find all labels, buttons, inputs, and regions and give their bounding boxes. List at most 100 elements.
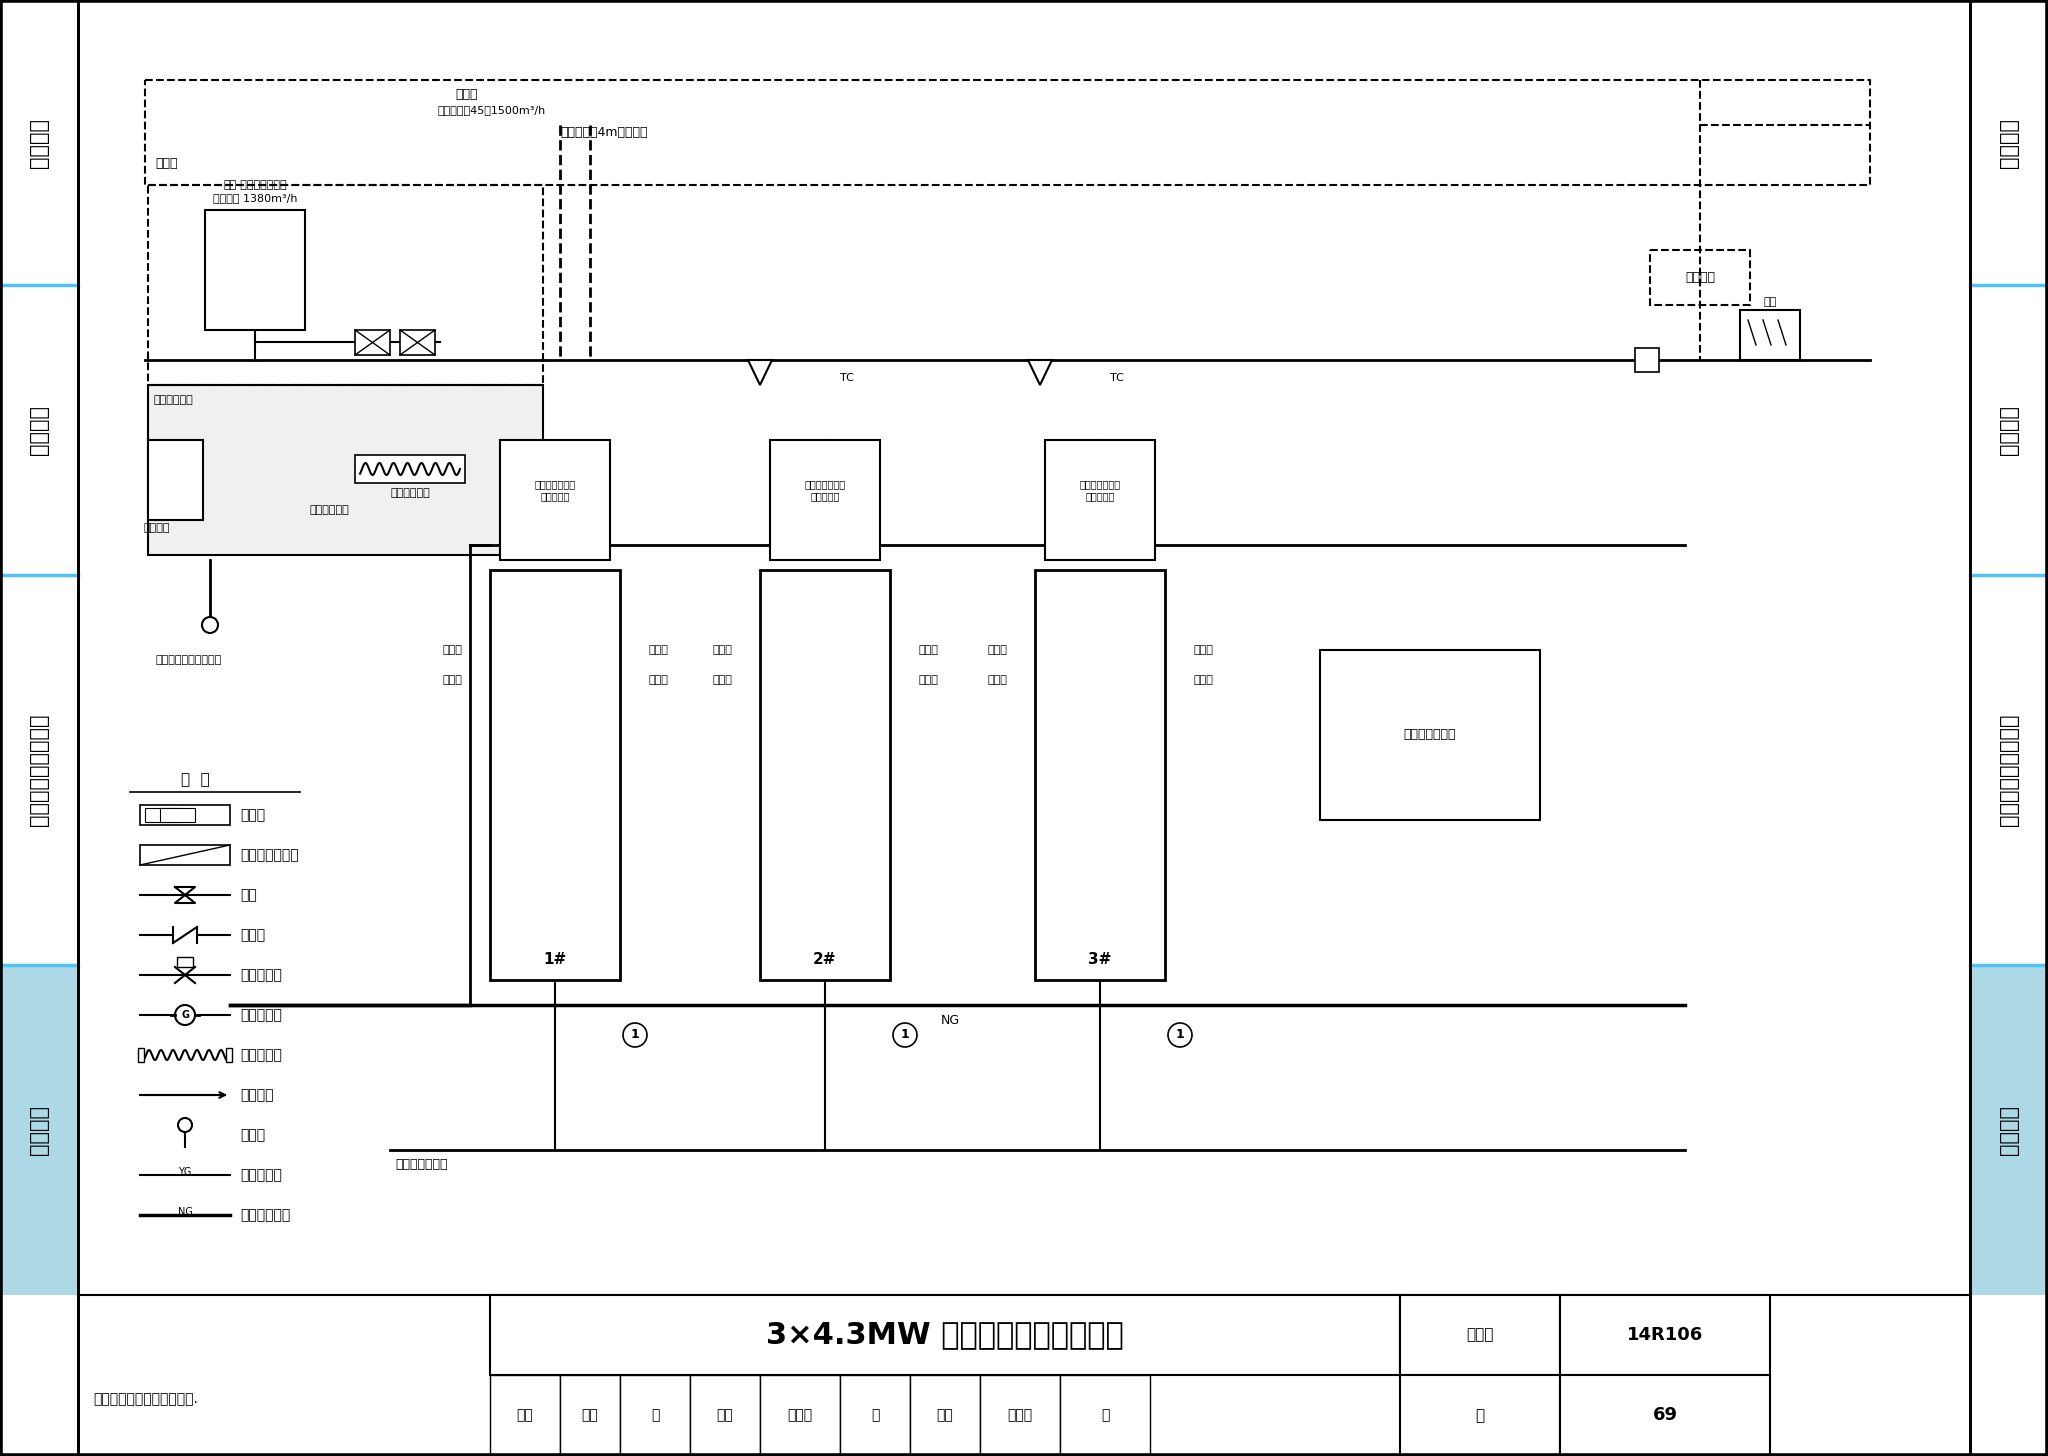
Text: 工程实例: 工程实例 <box>29 1105 49 1155</box>
Text: 减压阀: 减压阀 <box>647 645 668 655</box>
Text: 室外: 室外 <box>1763 297 1776 307</box>
Text: 相关术语: 相关术语 <box>1999 405 2019 454</box>
Bar <box>1651 250 1749 304</box>
Bar <box>145 80 1870 185</box>
Text: 3×4.3MW 热水锅炉房燃气原理图: 3×4.3MW 热水锅炉房燃气原理图 <box>766 1321 1124 1350</box>
Bar <box>1044 440 1155 561</box>
Text: 毛雅芳: 毛雅芳 <box>786 1408 813 1423</box>
Text: 架体结构: 架体结构 <box>143 523 170 533</box>
Text: G: G <box>180 1010 188 1021</box>
Text: 天然气管道: 天然气管道 <box>240 1168 283 1182</box>
Text: 取样管: 取样管 <box>713 676 731 684</box>
Text: 调节阀补偿器: 调节阀补偿器 <box>389 488 430 498</box>
Text: 紧急截断阀: 紧急截断阀 <box>240 968 283 981</box>
Text: 减压阀: 减压阀 <box>987 645 1008 655</box>
Bar <box>399 331 434 355</box>
Text: 燃化器: 燃化器 <box>455 89 477 102</box>
Bar <box>1970 575 2048 965</box>
Text: TC: TC <box>840 373 854 383</box>
Bar <box>137 1048 143 1061</box>
Text: 庄景系: 庄景系 <box>1008 1408 1032 1423</box>
Text: 介质流向: 介质流向 <box>240 1088 274 1102</box>
Bar <box>1401 1374 1561 1456</box>
Bar <box>760 569 891 980</box>
Text: 取样管: 取样管 <box>647 676 668 684</box>
Circle shape <box>623 1024 647 1047</box>
Bar <box>559 1374 621 1456</box>
Text: 地下一层锅炉房: 地下一层锅炉房 <box>395 1159 449 1172</box>
Text: 签: 签 <box>870 1408 879 1423</box>
Text: 中压天然气管: 中压天然气管 <box>240 1208 291 1222</box>
Text: 减压阀: 减压阀 <box>442 645 463 655</box>
Text: 调节阀补偿器: 调节阀补偿器 <box>309 505 350 515</box>
Bar <box>139 805 229 826</box>
Bar <box>840 1374 909 1456</box>
Text: 一次燃气表房: 一次燃气表房 <box>154 395 193 405</box>
Bar <box>0 285 78 575</box>
Text: 图集号: 图集号 <box>1466 1328 1493 1342</box>
Bar <box>0 0 78 285</box>
Bar <box>500 440 610 561</box>
Text: 审核: 审核 <box>516 1408 532 1423</box>
Circle shape <box>178 1118 193 1131</box>
Bar <box>690 1374 760 1456</box>
Text: 3#: 3# <box>1087 952 1112 967</box>
Circle shape <box>893 1024 918 1047</box>
Bar <box>354 454 465 483</box>
Text: 燃化站: 燃化站 <box>156 157 178 170</box>
Circle shape <box>203 617 217 633</box>
Text: 设计技术原则与要点: 设计技术原则与要点 <box>29 713 49 826</box>
Bar <box>145 808 180 823</box>
Text: 2#: 2# <box>813 952 838 967</box>
Text: 14R106: 14R106 <box>1626 1326 1704 1344</box>
Text: 楼控里件: 楼控里件 <box>1686 271 1714 284</box>
Text: 压力表: 压力表 <box>240 1128 264 1142</box>
Bar <box>1970 965 2048 1294</box>
Text: TC: TC <box>1110 373 1124 383</box>
Text: 排风机: 排风机 <box>240 808 264 823</box>
Bar <box>981 1374 1061 1456</box>
Text: 燃气流量计表器: 燃气流量计表器 <box>240 847 299 862</box>
Text: 1: 1 <box>1176 1029 1184 1040</box>
Text: 燃气控制阀组合
调燃烧器等: 燃气控制阀组合 调燃烧器等 <box>805 479 846 501</box>
Bar <box>160 808 195 823</box>
Bar <box>0 0 78 1456</box>
Bar <box>1401 1294 1561 1374</box>
Text: 签: 签 <box>1102 1408 1110 1423</box>
Text: 1: 1 <box>1176 1028 1184 1041</box>
Polygon shape <box>748 360 772 384</box>
Text: 签: 签 <box>651 1408 659 1423</box>
Bar <box>1561 1374 1769 1456</box>
Bar <box>147 185 543 384</box>
Polygon shape <box>1028 360 1053 384</box>
Bar <box>0 965 78 1294</box>
Circle shape <box>1167 1024 1192 1047</box>
Text: 计算流量 1380m³/h: 计算流量 1380m³/h <box>213 194 297 202</box>
Text: 编制说明: 编制说明 <box>29 118 49 167</box>
Text: 球阀: 球阀 <box>240 888 256 903</box>
Bar <box>770 440 881 561</box>
Bar <box>909 1374 981 1456</box>
Bar <box>1970 0 2048 285</box>
Bar <box>1061 1374 1151 1456</box>
Text: 页: 页 <box>1475 1408 1485 1423</box>
Text: 燃气控制阀组合
调燃烧器等: 燃气控制阀组合 调燃烧器等 <box>535 479 575 501</box>
Bar <box>489 569 621 980</box>
Text: 1#: 1# <box>543 952 567 967</box>
Text: 注：本图仅供燃气公司参考.: 注：本图仅供燃气公司参考. <box>92 1392 199 1406</box>
Text: 取样管: 取样管 <box>1194 676 1212 684</box>
Text: 动层补偿器: 动层补偿器 <box>240 1048 283 1061</box>
Bar <box>205 210 305 331</box>
Bar <box>1321 649 1540 820</box>
Text: 设计: 设计 <box>936 1408 954 1423</box>
Text: 减压阀: 减压阀 <box>713 645 731 655</box>
Text: 减压阀: 减压阀 <box>918 645 938 655</box>
Bar <box>147 384 543 555</box>
Text: NG: NG <box>178 1207 193 1217</box>
Text: 1: 1 <box>901 1029 909 1040</box>
Bar <box>1741 310 1800 360</box>
Text: 69: 69 <box>1653 1406 1677 1424</box>
Bar <box>1970 285 2048 575</box>
Text: 过滤器: 过滤器 <box>240 927 264 942</box>
Text: 编制说明: 编制说明 <box>1999 118 2019 167</box>
